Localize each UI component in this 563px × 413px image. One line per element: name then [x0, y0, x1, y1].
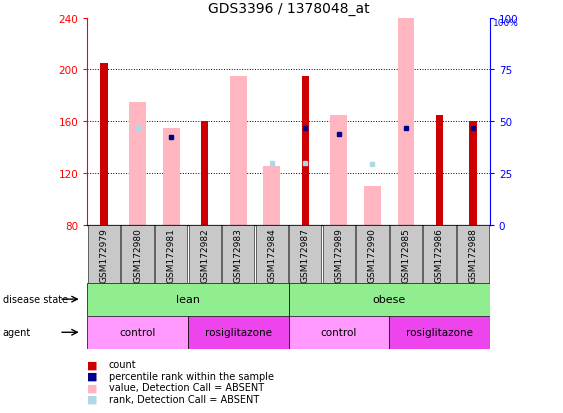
Bar: [263, 167, 280, 225]
Text: ■: ■: [87, 382, 98, 392]
Text: value, Detection Call = ABSENT: value, Detection Call = ABSENT: [109, 382, 264, 392]
Bar: [100, 64, 108, 225]
Bar: [188, 316, 289, 349]
Bar: [423, 225, 455, 283]
Text: GSM172987: GSM172987: [301, 228, 310, 283]
Bar: [364, 186, 381, 225]
Text: lean: lean: [176, 294, 200, 304]
Text: rank, Detection Call = ABSENT: rank, Detection Call = ABSENT: [109, 394, 259, 404]
Text: GSM172980: GSM172980: [133, 228, 142, 283]
Bar: [189, 225, 221, 283]
Text: GSM172989: GSM172989: [334, 228, 343, 283]
Text: GSM172986: GSM172986: [435, 228, 444, 283]
Text: control: control: [321, 328, 357, 337]
Text: GSM172990: GSM172990: [368, 228, 377, 283]
Bar: [330, 115, 347, 225]
Bar: [390, 225, 422, 283]
Bar: [323, 225, 355, 283]
Bar: [302, 77, 309, 225]
Text: GSM172985: GSM172985: [401, 228, 410, 283]
Bar: [289, 283, 490, 316]
Text: GSM172988: GSM172988: [468, 228, 477, 283]
Bar: [87, 316, 188, 349]
Text: disease state: disease state: [3, 294, 68, 304]
Text: obese: obese: [373, 294, 406, 304]
Text: ■: ■: [87, 394, 98, 404]
Bar: [457, 225, 489, 283]
Bar: [163, 128, 180, 225]
Text: 100%: 100%: [493, 19, 519, 28]
Text: rosiglitazone: rosiglitazone: [205, 328, 272, 337]
Bar: [436, 115, 443, 225]
Bar: [122, 225, 154, 283]
Bar: [470, 122, 477, 225]
Text: ■: ■: [87, 371, 98, 381]
Text: control: control: [119, 328, 156, 337]
Text: percentile rank within the sample: percentile rank within the sample: [109, 371, 274, 381]
Text: agent: agent: [3, 328, 31, 337]
Bar: [356, 225, 388, 283]
Text: GSM172984: GSM172984: [267, 228, 276, 282]
Text: ■: ■: [87, 359, 98, 369]
Bar: [389, 316, 490, 349]
Text: GSM172981: GSM172981: [167, 228, 176, 283]
Bar: [289, 316, 389, 349]
Text: GSM172983: GSM172983: [234, 228, 243, 283]
Text: GSM172982: GSM172982: [200, 228, 209, 282]
Text: rosiglitazone: rosiglitazone: [406, 328, 473, 337]
Bar: [397, 19, 414, 225]
Bar: [201, 122, 208, 225]
Bar: [230, 77, 247, 225]
Bar: [155, 225, 187, 283]
Bar: [222, 225, 254, 283]
Bar: [88, 225, 120, 283]
Bar: [256, 225, 288, 283]
Text: count: count: [109, 359, 136, 369]
Title: GDS3396 / 1378048_at: GDS3396 / 1378048_at: [208, 2, 369, 16]
Bar: [87, 283, 289, 316]
Bar: [289, 225, 321, 283]
Bar: [129, 102, 146, 225]
Text: GSM172979: GSM172979: [100, 228, 109, 283]
